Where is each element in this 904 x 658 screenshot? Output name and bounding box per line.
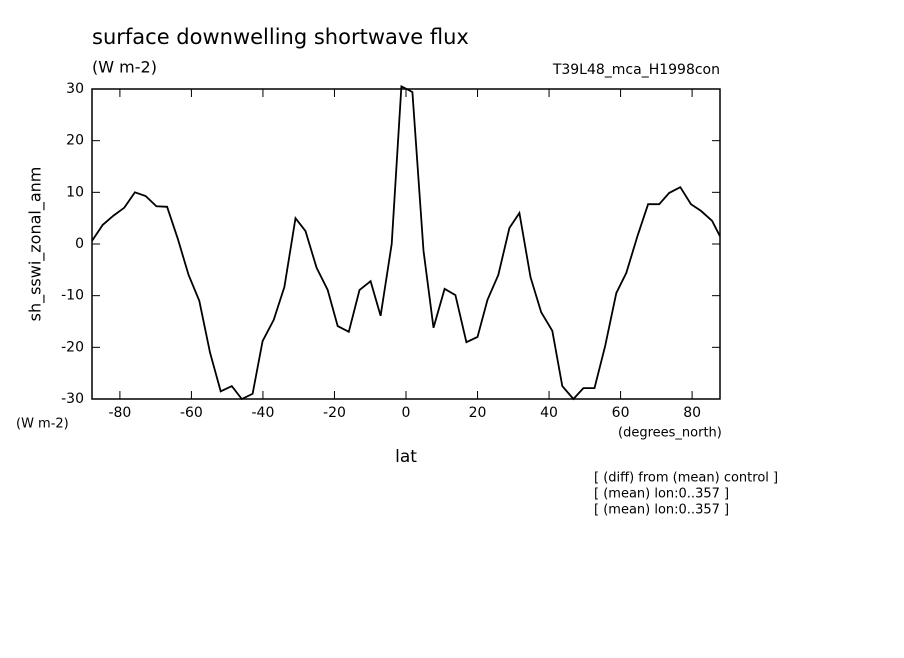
x-tick-label: 0 — [402, 405, 411, 421]
x-tick-label: 20 — [469, 405, 487, 421]
x-units: (degrees_north) — [618, 426, 722, 441]
x-tick-label: -40 — [252, 405, 275, 421]
subtitle: (W m-2) — [92, 58, 157, 77]
x-tick-label: 60 — [612, 405, 630, 421]
data-line — [91, 84, 721, 401]
y-tick-label: 20 — [66, 133, 84, 149]
note: [ (diff) from (mean) control ] — [594, 471, 778, 486]
y-tick-label: -10 — [61, 288, 84, 304]
plot-frame — [91, 88, 721, 400]
note: [ (mean) lon:0..357 ] — [594, 487, 729, 502]
note: [ (mean) lon:0..357 ] — [594, 503, 729, 518]
x-tick-label: -20 — [323, 405, 346, 421]
x-tick-label: -60 — [180, 405, 203, 421]
y-tick-label: 0 — [75, 236, 84, 252]
y-tick-label: -30 — [61, 391, 84, 407]
y-tick-label: -20 — [61, 339, 84, 355]
x-tick-label: 80 — [683, 405, 701, 421]
y-tick-label: 10 — [66, 184, 84, 200]
y-tick-label: 30 — [66, 81, 84, 97]
x-tick-label: 40 — [540, 405, 558, 421]
y-axis-label: sh_sswi_zonal_anm — [26, 167, 46, 322]
x-axis-label: lat — [395, 447, 417, 467]
chart-title: surface downwelling shortwave flux — [92, 25, 469, 49]
run-label: T39L48_mca_H1998con — [552, 62, 720, 78]
x-tick-label: -80 — [108, 405, 131, 421]
y-units: (W m-2) — [16, 417, 69, 432]
